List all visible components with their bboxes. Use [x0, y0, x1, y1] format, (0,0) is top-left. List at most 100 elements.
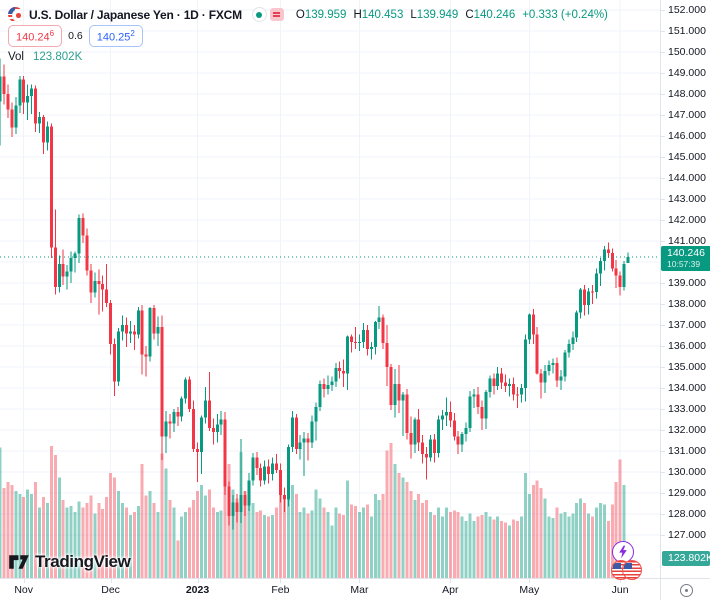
us-flag-event-icon	[622, 560, 642, 580]
price-axis-label: 152.000	[668, 3, 706, 16]
price-axis-tick	[661, 282, 665, 284]
price-axis-label: 144.000	[668, 171, 706, 184]
time-axis-tick	[529, 579, 531, 583]
price-axis-tick	[661, 30, 665, 32]
price-axis-label: 130.000	[668, 465, 706, 478]
time-axis-tick	[197, 579, 199, 583]
price-axis-label: 142.000	[668, 213, 706, 226]
time-axis-tick	[359, 579, 361, 583]
price-axis-label: 135.000	[668, 360, 706, 373]
volume-study-row: Vol 123.802K	[8, 51, 608, 63]
volume-axis-label: 123.802K	[662, 551, 710, 567]
axis-corner	[660, 578, 710, 600]
high-label: H	[353, 8, 362, 21]
price-axis-label: 141.000	[668, 234, 706, 247]
price-axis-tick	[661, 387, 665, 389]
price-axis-label: 146.000	[668, 129, 706, 142]
price-axis-tick	[661, 51, 665, 53]
price-axis-label: 129.000	[668, 486, 706, 499]
symbol-title[interactable]: U.S. Dollar / Japanese Yen · 1D · FXCM	[29, 7, 242, 22]
current-price-value: 140.246	[667, 246, 705, 259]
price-axis-tick	[661, 9, 665, 11]
close-label: C	[465, 8, 474, 21]
open-value: 139.959	[304, 8, 347, 21]
price-axis-tick	[661, 366, 665, 368]
price-axis-tick	[661, 429, 665, 431]
price-axis-tick	[661, 324, 665, 326]
low-value: 139.949	[416, 8, 459, 21]
close-value: 140.246	[473, 8, 516, 21]
candlestick-volume-chart[interactable]	[0, 0, 660, 578]
price-axis-label: 134.000	[668, 381, 706, 394]
tradingview-logo-text: TradingView	[35, 552, 131, 571]
price-axis-tick	[661, 135, 665, 137]
price-axis-label: 151.000	[668, 24, 706, 37]
ohlc-values: O139.959 H140.453 L139.949 C140.246 +0.3…	[296, 9, 608, 21]
price-axis-tick	[661, 240, 665, 242]
price-axis-label: 147.000	[668, 108, 706, 121]
price-axis[interactable]: 140.246 10:57:39 123.802K 152.000 151.000…	[660, 0, 710, 578]
time-axis-label: Apr	[442, 584, 459, 596]
price-axis-tick	[661, 72, 665, 74]
usdjpy-flag-icon	[8, 7, 23, 22]
time-axis-label: 2023	[185, 584, 210, 596]
chart-pane[interactable]	[0, 0, 660, 578]
symbol-row: U.S. Dollar / Japanese Yen · 1D · FXCM O…	[8, 6, 608, 23]
visibility-dot-icon	[251, 7, 267, 22]
price-axis-label: 138.000	[668, 297, 706, 310]
tradingview-logo[interactable]: TradingView	[8, 552, 131, 572]
price-axis-tick	[661, 408, 665, 410]
time-axis-label: May	[519, 584, 540, 596]
price-axis-tick	[661, 513, 665, 515]
tradingview-logo-mark	[9, 555, 29, 569]
price-axis-tick	[661, 156, 665, 158]
price-axis-tick	[661, 303, 665, 305]
time-axis-label: Dec	[101, 584, 120, 596]
source-visibility-toggle[interactable]	[251, 7, 284, 22]
price-axis-label: 127.000	[668, 528, 706, 541]
price-axis-tick	[661, 198, 665, 200]
spread-value: 0.6	[68, 30, 83, 42]
price-axis-tick	[661, 492, 665, 494]
time-axis-tick	[23, 579, 25, 583]
price-axis-label: 132.000	[668, 423, 706, 436]
bid-ask-row: 140.246 0.6 140.252	[8, 24, 608, 48]
price-axis-label: 139.000	[668, 276, 706, 289]
price-axis-tick	[661, 534, 665, 536]
price-axis-label: 143.000	[668, 192, 706, 205]
price-axis-label: 148.000	[668, 87, 706, 100]
volume-study-value: 123.802K	[33, 51, 83, 63]
time-axis-label: Nov	[14, 584, 34, 596]
time-axis[interactable]: Nov Dec 2023 Feb Mar Apr May Jun	[0, 578, 660, 600]
time-axis-tick	[280, 579, 282, 583]
time-axis-tick	[620, 579, 622, 583]
chart-legend: U.S. Dollar / Japanese Yen · 1D · FXCM O…	[8, 6, 608, 63]
low-label: L	[410, 8, 417, 21]
price-axis-label: 128.000	[668, 507, 706, 520]
ask-price-button[interactable]: 140.252	[88, 24, 143, 48]
price-axis-tick	[661, 114, 665, 116]
volume-study-label[interactable]: Vol	[8, 51, 24, 63]
time-axis-label: Mar	[350, 584, 369, 596]
time-axis-label: Feb	[271, 584, 290, 596]
price-axis-tick	[661, 219, 665, 221]
price-axis-tick	[661, 471, 665, 473]
bid-price-button[interactable]: 140.246	[8, 24, 63, 48]
change-value: +0.333 (+0.24%)	[522, 8, 608, 21]
time-axis-tick	[450, 579, 452, 583]
economic-calendar-events[interactable]	[611, 560, 642, 580]
high-value: 140.453	[361, 8, 404, 21]
price-axis-label: 136.000	[668, 339, 706, 352]
price-axis-label: 150.000	[668, 45, 706, 58]
scroll-to-realtime-icon[interactable]	[679, 583, 693, 597]
price-axis-label: 131.000	[668, 444, 706, 457]
price-axis-tick	[661, 450, 665, 452]
price-axis-label: 145.000	[668, 150, 706, 163]
open-label: O	[295, 8, 305, 21]
current-price-label: 140.246 10:57:39	[661, 245, 710, 271]
price-axis-label: 137.000	[668, 318, 706, 331]
price-axis-tick	[661, 177, 665, 179]
time-axis-label: Jun	[611, 584, 629, 596]
price-axis-tick	[661, 93, 665, 95]
